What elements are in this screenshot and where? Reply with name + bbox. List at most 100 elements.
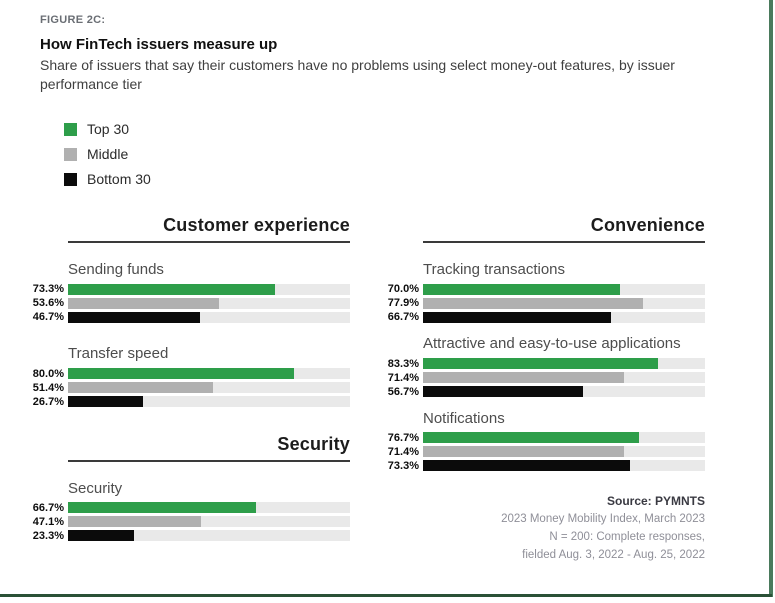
legend: Top 30 Middle Bottom 30 bbox=[64, 121, 151, 196]
bar-track bbox=[423, 283, 705, 295]
bar-track bbox=[423, 386, 705, 398]
bar-track bbox=[68, 368, 350, 380]
bar-fill bbox=[68, 283, 275, 295]
bar-row: 83.3% bbox=[373, 358, 705, 370]
chart-column-right: Convenience Tracking transactions 70.0% 77.… bbox=[373, 215, 705, 564]
bar-row: 71.4% bbox=[373, 446, 705, 458]
bar-row: 70.0% bbox=[373, 283, 705, 295]
legend-item: Top 30 bbox=[64, 121, 151, 137]
figure-subtitle: Share of issuers that say their customer… bbox=[40, 57, 675, 93]
bar-fill bbox=[423, 283, 621, 295]
bar-fill bbox=[423, 446, 625, 458]
bar-value-label: 76.7% bbox=[387, 431, 419, 444]
bar-track bbox=[68, 502, 350, 514]
bar-fill bbox=[68, 516, 201, 528]
figure-title: How FinTech issuers measure up bbox=[40, 36, 278, 53]
bar-fill bbox=[423, 386, 583, 398]
section-header: Security bbox=[68, 434, 350, 462]
bar-row: 51.4% bbox=[18, 382, 350, 394]
bar-group: Tracking transactions 70.0% 77.9% 66.7% bbox=[373, 261, 705, 323]
bar-row: 77.9% bbox=[373, 297, 705, 309]
bar-fill bbox=[68, 311, 200, 323]
bar-value-label: 70.0% bbox=[387, 283, 419, 296]
bar-track bbox=[423, 358, 705, 370]
bar-row: 73.3% bbox=[373, 460, 705, 472]
bar-group-label: Sending funds bbox=[68, 261, 164, 278]
figure-label: FIGURE 2C: bbox=[40, 14, 106, 26]
bar-fill bbox=[68, 368, 294, 380]
bar-group-label: Notifications bbox=[423, 409, 505, 427]
bar-row: 76.7% bbox=[373, 432, 705, 444]
bar-value-label: 47.1% bbox=[32, 515, 64, 528]
bar-fill bbox=[423, 372, 625, 384]
bar-group: Attractive and easy-to-use applications 8… bbox=[373, 335, 705, 398]
source-line: 2023 Money Mobility Index, March 2023 bbox=[501, 512, 705, 525]
bar-row: 66.7% bbox=[373, 311, 705, 323]
bar-track bbox=[423, 311, 705, 323]
bar-row: 23.3% bbox=[18, 530, 350, 542]
chart-section: Customer experience Sending funds 73.3% 53.… bbox=[18, 215, 350, 408]
bar-row: 73.3% bbox=[18, 283, 350, 295]
bar-value-label: 83.3% bbox=[387, 357, 419, 370]
bar-row: 53.6% bbox=[18, 297, 350, 309]
bar-value-label: 53.6% bbox=[32, 297, 64, 310]
legend-label: Middle bbox=[87, 146, 129, 162]
bar-group: Transfer speed 80.0% 51.4% 26.7% bbox=[18, 345, 350, 408]
bar-value-label: 66.7% bbox=[387, 311, 419, 324]
page-edge-bottom bbox=[0, 594, 772, 597]
bar-value-label: 80.0% bbox=[32, 367, 64, 380]
legend-label: Top 30 bbox=[87, 121, 130, 137]
bar-fill bbox=[423, 311, 612, 323]
legend-label: Bottom 30 bbox=[87, 171, 151, 187]
figure-header: FIGURE 2C: How FinTech issuers measure u… bbox=[40, 14, 740, 95]
bar-value-label: 51.4% bbox=[32, 381, 64, 394]
section-header: Customer experience bbox=[68, 215, 350, 243]
chart-column-left: Customer experience Sending funds 73.3% 53.… bbox=[18, 215, 350, 564]
bar-track bbox=[68, 516, 350, 528]
bar-track bbox=[423, 372, 705, 384]
bar-row: 71.4% bbox=[373, 372, 705, 384]
bar-group-label: Attractive and easy-to-use applications bbox=[423, 335, 681, 353]
bar-group-label: Transfer speed bbox=[68, 345, 169, 363]
bar-row: 47.1% bbox=[18, 516, 350, 528]
bar-value-label: 56.7% bbox=[387, 385, 419, 398]
section-header: Convenience bbox=[423, 215, 705, 243]
source-line: fielded Aug. 3, 2022 - Aug. 25, 2022 bbox=[522, 548, 705, 561]
chart-section: Convenience Tracking transactions 70.0% 77.… bbox=[373, 215, 705, 472]
bar-value-label: 73.3% bbox=[32, 283, 64, 296]
bar-track bbox=[423, 460, 705, 472]
bar-fill bbox=[423, 297, 643, 309]
bar-fill bbox=[423, 432, 640, 444]
page-edge-right bbox=[769, 0, 773, 597]
bar-track bbox=[68, 283, 350, 295]
bar-track bbox=[68, 311, 350, 323]
bar-row: 80.0% bbox=[18, 368, 350, 380]
bar-value-label: 46.7% bbox=[32, 311, 64, 324]
bar-group-label: Security bbox=[68, 479, 123, 497]
bar-row: 26.7% bbox=[18, 396, 350, 408]
legend-item: Middle bbox=[64, 146, 151, 162]
bar-value-label: 71.4% bbox=[387, 445, 419, 458]
bar-track bbox=[68, 382, 350, 394]
bar-row: 66.7% bbox=[18, 502, 350, 514]
bar-track bbox=[423, 446, 705, 458]
bar-value-label: 23.3% bbox=[32, 529, 64, 542]
bar-track bbox=[68, 530, 350, 542]
bar-track bbox=[423, 432, 705, 444]
bar-value-label: 77.9% bbox=[387, 297, 419, 310]
source-line: N = 200: Complete responses, bbox=[549, 530, 705, 543]
bar-fill bbox=[68, 502, 257, 514]
bar-track bbox=[68, 396, 350, 408]
bar-group: Security 66.7% 47.1% 23.3% bbox=[18, 480, 350, 542]
source-block: Source: PYMNTS 2023 Money Mobility Index,… bbox=[373, 494, 705, 564]
legend-item: Bottom 30 bbox=[64, 171, 151, 187]
bar-value-label: 73.3% bbox=[387, 459, 419, 472]
bar-track bbox=[423, 297, 705, 309]
bar-row: 56.7% bbox=[373, 386, 705, 398]
chart-section: Security Security 66.7% 47.1% 23.3% bbox=[18, 434, 350, 542]
bar-fill bbox=[423, 460, 630, 472]
bar-fill bbox=[423, 358, 658, 370]
source-title: Source: PYMNTS bbox=[606, 493, 705, 508]
bar-group: Sending funds 73.3% 53.6% 46.7% bbox=[18, 261, 350, 323]
